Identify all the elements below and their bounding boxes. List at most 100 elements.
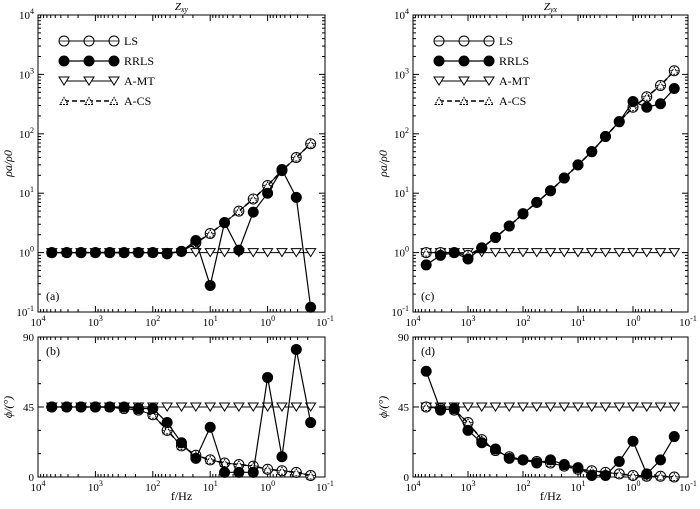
data-point <box>558 248 571 258</box>
data-point <box>104 247 116 259</box>
data-point <box>640 248 653 258</box>
data-point <box>291 152 302 162</box>
data-point <box>147 247 159 259</box>
data-point <box>304 248 317 258</box>
y-tick-label: 102 <box>394 126 409 141</box>
y-tick-label: 45 <box>398 402 410 414</box>
y-tick-label: 10-1 <box>16 304 34 319</box>
data-point <box>104 401 116 413</box>
data-point <box>435 249 446 261</box>
data-point <box>517 248 529 258</box>
legend-label: A-CS <box>499 94 526 108</box>
data-point <box>290 191 302 203</box>
data-point <box>517 402 529 412</box>
data-point <box>655 81 666 90</box>
y-tick-label: 100 <box>19 245 34 260</box>
y-tick-label: 101 <box>394 185 409 200</box>
data-point <box>61 247 73 259</box>
x-tick-label: 102 <box>516 314 531 329</box>
data-point <box>462 253 474 265</box>
data-point <box>668 248 681 258</box>
x-tick-label: 101 <box>203 314 218 329</box>
data-point <box>655 454 666 466</box>
y-tick-label: 103 <box>19 66 34 81</box>
series-a-cs <box>421 66 680 260</box>
data-point <box>503 452 515 464</box>
y-tick-label: 104 <box>19 7 34 22</box>
series-rrls <box>46 343 317 478</box>
data-point <box>46 401 58 413</box>
data-point <box>544 402 557 412</box>
legend-label: LS <box>124 34 138 48</box>
data-point <box>75 247 87 259</box>
data-point <box>435 404 446 416</box>
data-point <box>628 470 638 480</box>
data-point <box>668 82 680 94</box>
data-point <box>205 228 216 238</box>
data-point <box>669 66 680 75</box>
series-line <box>51 143 312 255</box>
data-point <box>613 116 625 128</box>
data-point <box>614 469 625 478</box>
data-point <box>233 466 245 478</box>
data-point <box>247 402 260 412</box>
legend-label: RRLS <box>499 54 529 68</box>
legend-marker <box>108 55 120 67</box>
data-point <box>189 402 202 412</box>
y-tick-label: 100 <box>394 245 409 260</box>
x-tick-label: 101 <box>203 479 218 494</box>
x-tick-label: 100 <box>626 479 641 494</box>
data-point <box>147 403 159 415</box>
data-point <box>531 196 543 208</box>
data-point <box>161 248 173 260</box>
data-point <box>218 402 231 412</box>
data-point <box>462 424 474 436</box>
legend: LS RRLS A-MT A-CS <box>58 34 155 108</box>
y-tick-label: 0 <box>29 472 35 484</box>
series-line <box>51 143 311 254</box>
legend: LS RRLS A-MT A-CS <box>433 34 530 108</box>
x-tick-label: 103 <box>461 314 476 329</box>
data-point <box>118 247 130 259</box>
data-point <box>462 402 474 412</box>
data-point <box>218 248 231 258</box>
x-tick-label: 104 <box>31 479 46 494</box>
data-point <box>262 371 274 383</box>
data-point <box>132 403 144 415</box>
data-point <box>421 402 432 411</box>
data-point <box>641 468 653 480</box>
legend-label: A-MT <box>124 74 155 88</box>
data-point <box>205 455 216 464</box>
x-tick-label: 10-1 <box>316 479 334 494</box>
data-point <box>276 451 288 463</box>
data-point <box>89 401 101 413</box>
data-point <box>599 248 612 258</box>
data-point <box>277 466 287 475</box>
data-point <box>161 402 174 412</box>
data-point <box>276 164 288 176</box>
legend-marker <box>483 55 495 67</box>
y-axis-label: ρa/ρ0 <box>1 150 15 178</box>
data-point <box>233 244 245 256</box>
data-point <box>475 402 488 412</box>
data-point <box>247 466 259 478</box>
data-point <box>503 248 516 258</box>
series-a-cs <box>46 139 316 258</box>
data-point <box>232 402 245 412</box>
data-point <box>276 402 288 412</box>
data-point <box>190 234 202 246</box>
data-point <box>305 417 317 429</box>
data-point <box>305 139 316 148</box>
data-point <box>489 402 502 412</box>
panel-label: (a) <box>46 289 59 303</box>
series-rrls <box>46 164 317 313</box>
data-point <box>613 455 625 467</box>
x-tick-label: 101 <box>571 479 586 494</box>
x-tick-label: 100 <box>260 479 275 494</box>
data-point <box>572 248 584 258</box>
data-point <box>476 242 488 254</box>
data-point <box>420 259 432 271</box>
data-point <box>572 159 584 171</box>
series-line <box>425 88 675 266</box>
data-point <box>530 402 543 412</box>
